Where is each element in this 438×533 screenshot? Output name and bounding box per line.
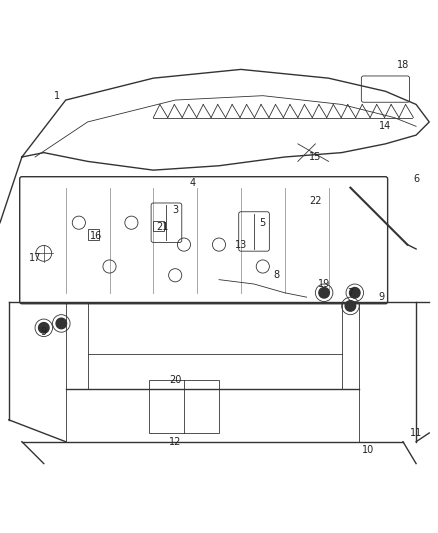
Circle shape [56, 318, 67, 329]
Text: 19: 19 [318, 279, 330, 289]
Circle shape [350, 287, 360, 298]
Circle shape [345, 301, 356, 311]
Circle shape [319, 287, 329, 298]
Bar [149, 381, 219, 433]
Text: 7: 7 [347, 288, 353, 298]
Bar [153, 221, 164, 231]
Text: 21: 21 [156, 222, 168, 232]
Text: 5: 5 [260, 217, 266, 228]
Text: 17: 17 [29, 253, 41, 263]
Text: 9: 9 [41, 327, 47, 337]
Text: 10: 10 [362, 446, 374, 456]
Text: 11: 11 [410, 428, 422, 438]
Text: 1: 1 [54, 91, 60, 101]
Text: 13: 13 [235, 240, 247, 249]
Text: 22: 22 [309, 196, 321, 206]
Text: 4: 4 [190, 178, 196, 188]
Text: 18: 18 [397, 60, 409, 70]
Bar [88, 229, 99, 240]
Text: 3: 3 [172, 205, 178, 215]
Text: 8: 8 [273, 270, 279, 280]
Text: 15: 15 [309, 152, 321, 162]
Circle shape [39, 322, 49, 333]
Text: 12: 12 [169, 437, 181, 447]
Text: 14: 14 [379, 122, 392, 131]
Text: 20: 20 [169, 375, 181, 385]
Text: 9: 9 [378, 292, 384, 302]
Text: 6: 6 [413, 174, 419, 184]
Text: 16: 16 [90, 231, 102, 241]
